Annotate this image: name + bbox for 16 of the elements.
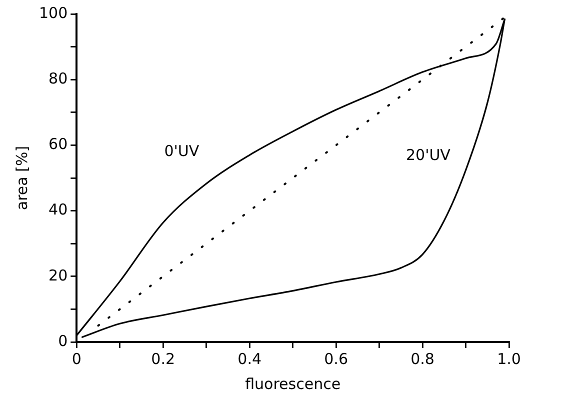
y-tick-label: 60 [48, 135, 68, 154]
series-label: 0'UV [164, 142, 200, 160]
y-tick-label: 100 [38, 4, 68, 22]
x-tick-label: 0.2 [151, 350, 176, 368]
x-axis-title: fluorescence [245, 374, 341, 393]
series-label: 20'UV [406, 146, 452, 164]
x-tick-label: 0 [72, 350, 82, 368]
y-tick-label: 0 [58, 332, 68, 350]
y-tick-label: 20 [48, 266, 68, 284]
x-tick-label: 1.0 [497, 350, 521, 368]
x-tick-label: 0.6 [324, 350, 348, 368]
x-tick-label: 0.8 [410, 350, 434, 368]
y-tick-label: 40 [48, 200, 68, 219]
y-axis-title: area [%] [12, 146, 31, 210]
x-tick-label: 0.4 [238, 350, 262, 368]
y-tick-label: 80 [48, 69, 68, 88]
